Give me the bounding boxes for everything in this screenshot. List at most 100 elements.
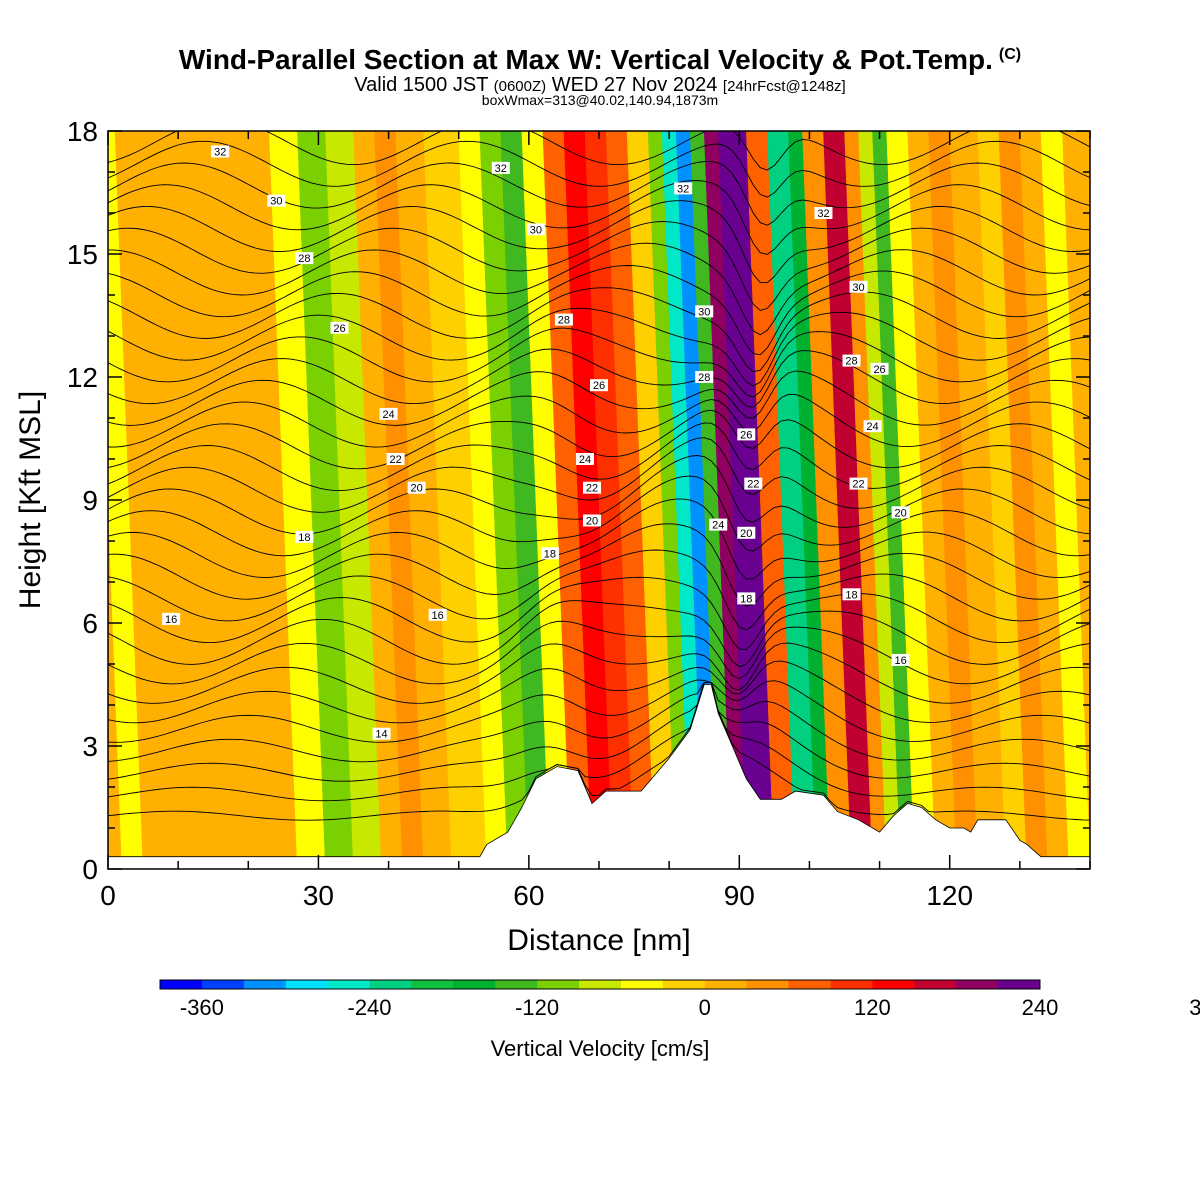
w-band bbox=[907, 131, 957, 869]
contour-label-bg bbox=[295, 530, 314, 543]
contour-label-text: 16 bbox=[894, 655, 906, 667]
contour-label-text: 16 bbox=[165, 614, 177, 626]
axis-ticks: 0 30 60 90 120 0 3 6 9 12 15 18 bbox=[67, 116, 1091, 911]
contour-label: 28 bbox=[295, 252, 314, 265]
x-tick-label: 30 bbox=[303, 880, 334, 911]
colorbar-title: Vertical Velocity [cm/s] bbox=[491, 1036, 710, 1061]
contour-label-text: 20 bbox=[411, 483, 423, 495]
w-band bbox=[844, 131, 887, 869]
contour-label-text: 26 bbox=[740, 429, 752, 441]
colorbar-swatch bbox=[495, 980, 538, 989]
w-band bbox=[458, 131, 509, 869]
theta-contour bbox=[108, 682, 1090, 763]
colorbar-swatch bbox=[160, 980, 203, 989]
colorbar-swatch bbox=[872, 980, 915, 989]
contour-label: 22 bbox=[744, 477, 763, 491]
theta-contour bbox=[108, 221, 1090, 311]
theta-contour bbox=[108, 348, 1090, 408]
w-band bbox=[949, 131, 1007, 869]
contour-label-text: 30 bbox=[270, 196, 282, 208]
contour-label-bg bbox=[386, 453, 405, 465]
contour-label-bg bbox=[842, 588, 861, 601]
w-band bbox=[149, 131, 221, 869]
valid-date: WED 27 Nov 2024 bbox=[551, 74, 718, 96]
contour-label: 32 bbox=[814, 207, 833, 220]
colorbar-swatch bbox=[914, 980, 957, 989]
contour-label: 28 bbox=[554, 313, 573, 327]
contour-label: 32 bbox=[211, 145, 230, 159]
contour-label: 30 bbox=[849, 280, 868, 294]
contour-label-text: 16 bbox=[432, 610, 444, 622]
y-tick-label: 6 bbox=[82, 608, 98, 639]
contour-label-text: 24 bbox=[712, 520, 724, 532]
valid-prefix: Valid 1500 JST bbox=[354, 74, 489, 96]
theta-contour bbox=[108, 437, 1090, 513]
contour-label-bg bbox=[575, 453, 594, 465]
theta-contour bbox=[108, 600, 1090, 668]
x-tick-label: 120 bbox=[926, 880, 973, 911]
y-axis-label: Height [Kft MSL] bbox=[14, 391, 47, 609]
contour-label-bg bbox=[737, 526, 756, 539]
contour-label: 22 bbox=[386, 453, 405, 466]
theta-contour bbox=[108, 370, 1090, 426]
contour-label: 14 bbox=[372, 727, 391, 741]
w-band bbox=[746, 131, 796, 869]
contour-label-text: 26 bbox=[873, 364, 885, 376]
colorbar-tick-label: 360 bbox=[1189, 995, 1200, 1020]
theta-contour bbox=[108, 679, 1090, 743]
colorbar-tick-label: 120 bbox=[854, 995, 891, 1020]
theta-contour bbox=[108, 180, 1090, 255]
forecast-info: [24hrFcst@1248z] bbox=[722, 78, 846, 95]
w-band bbox=[823, 131, 873, 869]
contour-label-text: 18 bbox=[845, 589, 857, 601]
contour-label-text: 28 bbox=[298, 253, 310, 265]
colorbar-swatch bbox=[956, 980, 999, 989]
contour-label: 24 bbox=[379, 407, 398, 421]
valid-time-line: Valid 1500 JST (0600Z) WED 27 Nov 2024 [… bbox=[0, 74, 1200, 97]
contour-label-text: 14 bbox=[375, 729, 387, 741]
contour-label: 30 bbox=[695, 305, 714, 318]
terrain-profile bbox=[108, 684, 1090, 869]
w-band bbox=[353, 131, 403, 869]
w-band bbox=[234, 131, 298, 869]
contour-label-text: 32 bbox=[214, 147, 226, 159]
colorbar-swatch bbox=[369, 980, 412, 989]
w-band bbox=[374, 131, 424, 869]
contour-label: 20 bbox=[407, 481, 426, 495]
contour-label-text: 32 bbox=[495, 163, 507, 175]
contour-label-bg bbox=[582, 481, 601, 494]
contour-label-text: 24 bbox=[382, 409, 394, 421]
contour-label-bg bbox=[491, 161, 510, 174]
colorbar-tick-label: -120 bbox=[515, 995, 559, 1020]
theta-contour bbox=[108, 682, 1090, 782]
x-tick-label: 0 bbox=[100, 880, 116, 911]
contour-label: 26 bbox=[737, 428, 756, 441]
theta-contour bbox=[108, 140, 1090, 198]
theta-contour bbox=[108, 576, 1090, 650]
contour-label: 18 bbox=[295, 530, 314, 544]
w-band bbox=[500, 131, 551, 869]
contour-label: 16 bbox=[891, 653, 910, 667]
contour-label-bg bbox=[211, 145, 230, 158]
w-band bbox=[886, 131, 936, 869]
colorbar-swatch bbox=[998, 980, 1041, 989]
contour-label-bg bbox=[379, 407, 398, 420]
contour-label-text: 22 bbox=[586, 483, 598, 495]
contour-label: 26 bbox=[330, 321, 349, 335]
contour-label-text: 30 bbox=[852, 282, 864, 294]
contour-label-bg bbox=[582, 514, 601, 527]
contour-label-text: 26 bbox=[593, 380, 605, 392]
contour-label-bg bbox=[674, 182, 693, 195]
theta-contour bbox=[108, 682, 1090, 802]
contour-label-bg bbox=[737, 592, 756, 605]
theta-contour bbox=[108, 642, 1090, 704]
w-band bbox=[998, 131, 1049, 869]
colorbar-swatch bbox=[537, 980, 580, 989]
contour-label-bg bbox=[372, 727, 391, 740]
theta-contour bbox=[108, 523, 1090, 607]
contour-label-text: 30 bbox=[530, 224, 542, 236]
contour-label-text: 28 bbox=[558, 315, 570, 327]
colorbar-frame bbox=[159, 979, 1041, 990]
colorbar: -360 -240 -120 0 120 240 360 bbox=[159, 979, 1200, 1020]
w-band bbox=[767, 131, 817, 869]
